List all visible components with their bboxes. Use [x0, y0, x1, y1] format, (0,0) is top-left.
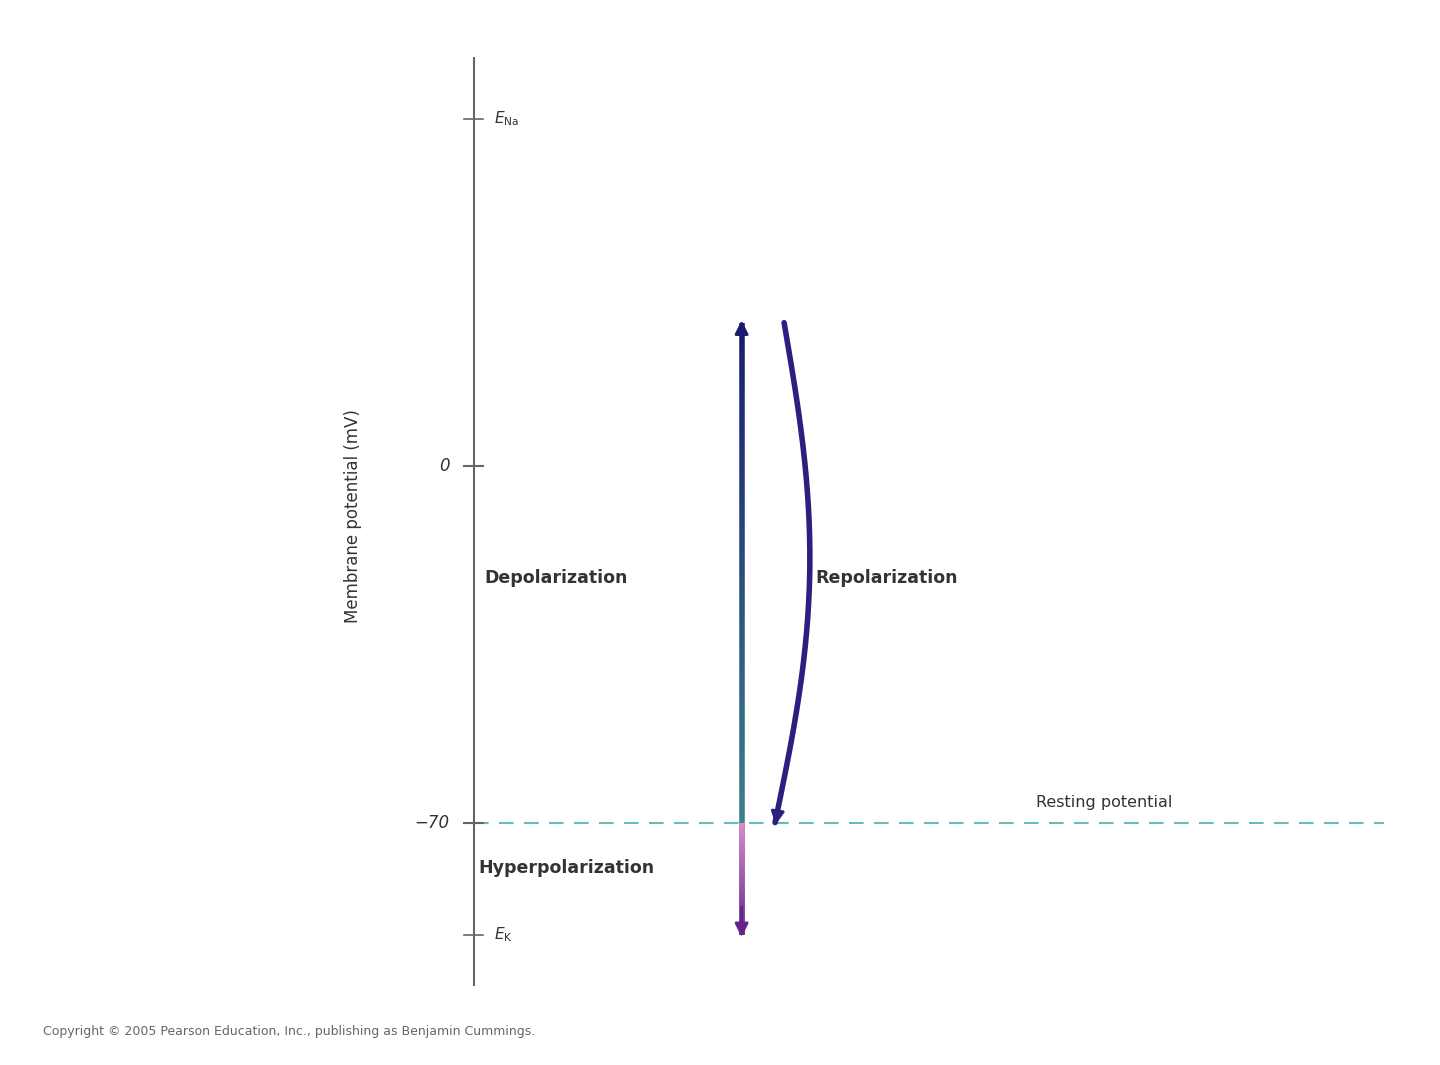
Text: $\mathit{E}_{\rm K}$: $\mathit{E}_{\rm K}$ [494, 925, 513, 945]
Text: Membrane potential (mV): Membrane potential (mV) [344, 410, 363, 623]
Text: Repolarization: Repolarization [815, 569, 958, 587]
Text: Hyperpolarization: Hyperpolarization [478, 859, 655, 878]
Text: Depolarization: Depolarization [484, 569, 628, 587]
Text: −70: −70 [415, 814, 449, 832]
Text: 0: 0 [439, 457, 449, 475]
Text: Resting potential: Resting potential [1037, 794, 1172, 809]
Text: $\mathit{E}_{\rm Na}$: $\mathit{E}_{\rm Na}$ [494, 110, 518, 128]
Text: Copyright © 2005 Pearson Education, Inc., publishing as Benjamin Cummings.: Copyright © 2005 Pearson Education, Inc.… [43, 1026, 536, 1038]
